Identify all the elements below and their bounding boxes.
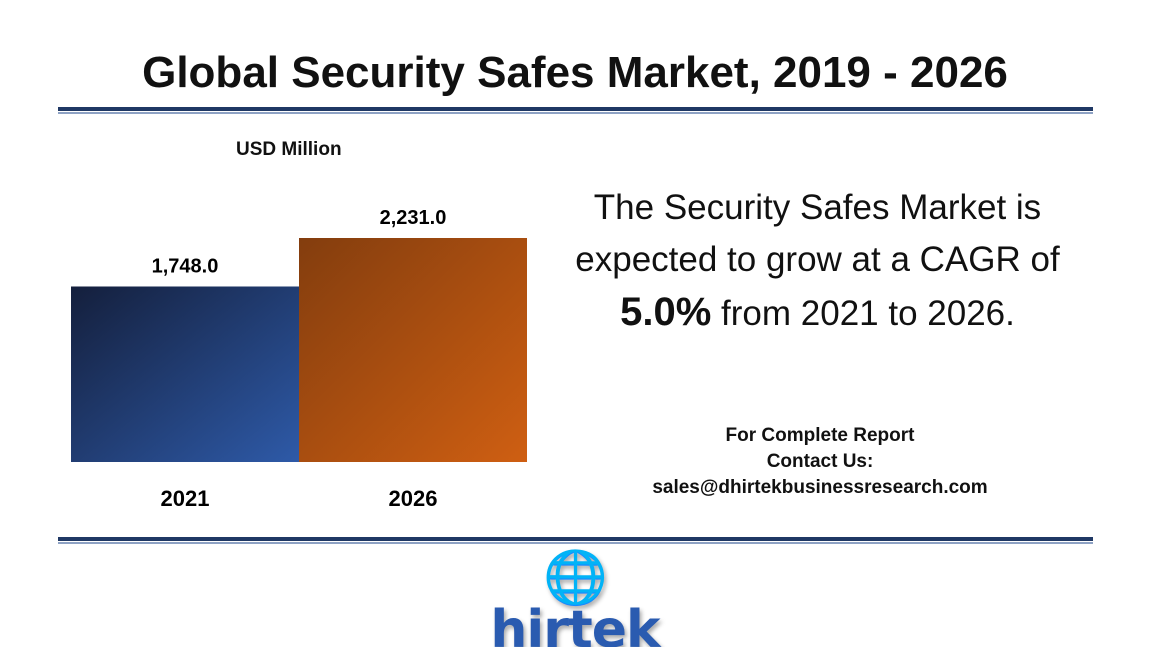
cagr-value: 5.0%: [620, 290, 712, 334]
contact-line-1: For Complete Report: [725, 425, 915, 446]
x-tick-label: 2026: [389, 486, 438, 511]
bottom-divider: [58, 537, 1093, 544]
contact-line-2: Contact Us:: [766, 451, 874, 472]
data-label: 2,231.0: [380, 207, 447, 229]
top-divider: [58, 107, 1093, 114]
contact-email[interactable]: sales@dhirtekbusinessresearch.com: [652, 477, 988, 498]
data-label: 1,748.0: [152, 255, 219, 277]
bar-2026: [299, 238, 527, 462]
cagr-statement: The Security Safes Market is expected to…: [545, 182, 1090, 340]
logo-wordmark: 🌐hirtek: [490, 548, 660, 647]
company-logo: 🌐hirtek Business Research & Consulting P…: [470, 552, 680, 647]
claim-line-3: from 2021 to 2026.: [721, 294, 1015, 333]
unit-label: USD Million: [236, 139, 342, 160]
claim-line-2: expected to grow at a CAGR of: [575, 240, 1060, 279]
x-tick-label: 2021: [161, 486, 210, 511]
page-title: Global Security Safes Market, 2019 - 202…: [142, 48, 1008, 97]
bar-2021: [71, 286, 299, 462]
contact-block: For Complete Report Contact Us: sales@dh…: [610, 423, 1030, 501]
claim-line-1: The Security Safes Market is: [593, 188, 1042, 227]
